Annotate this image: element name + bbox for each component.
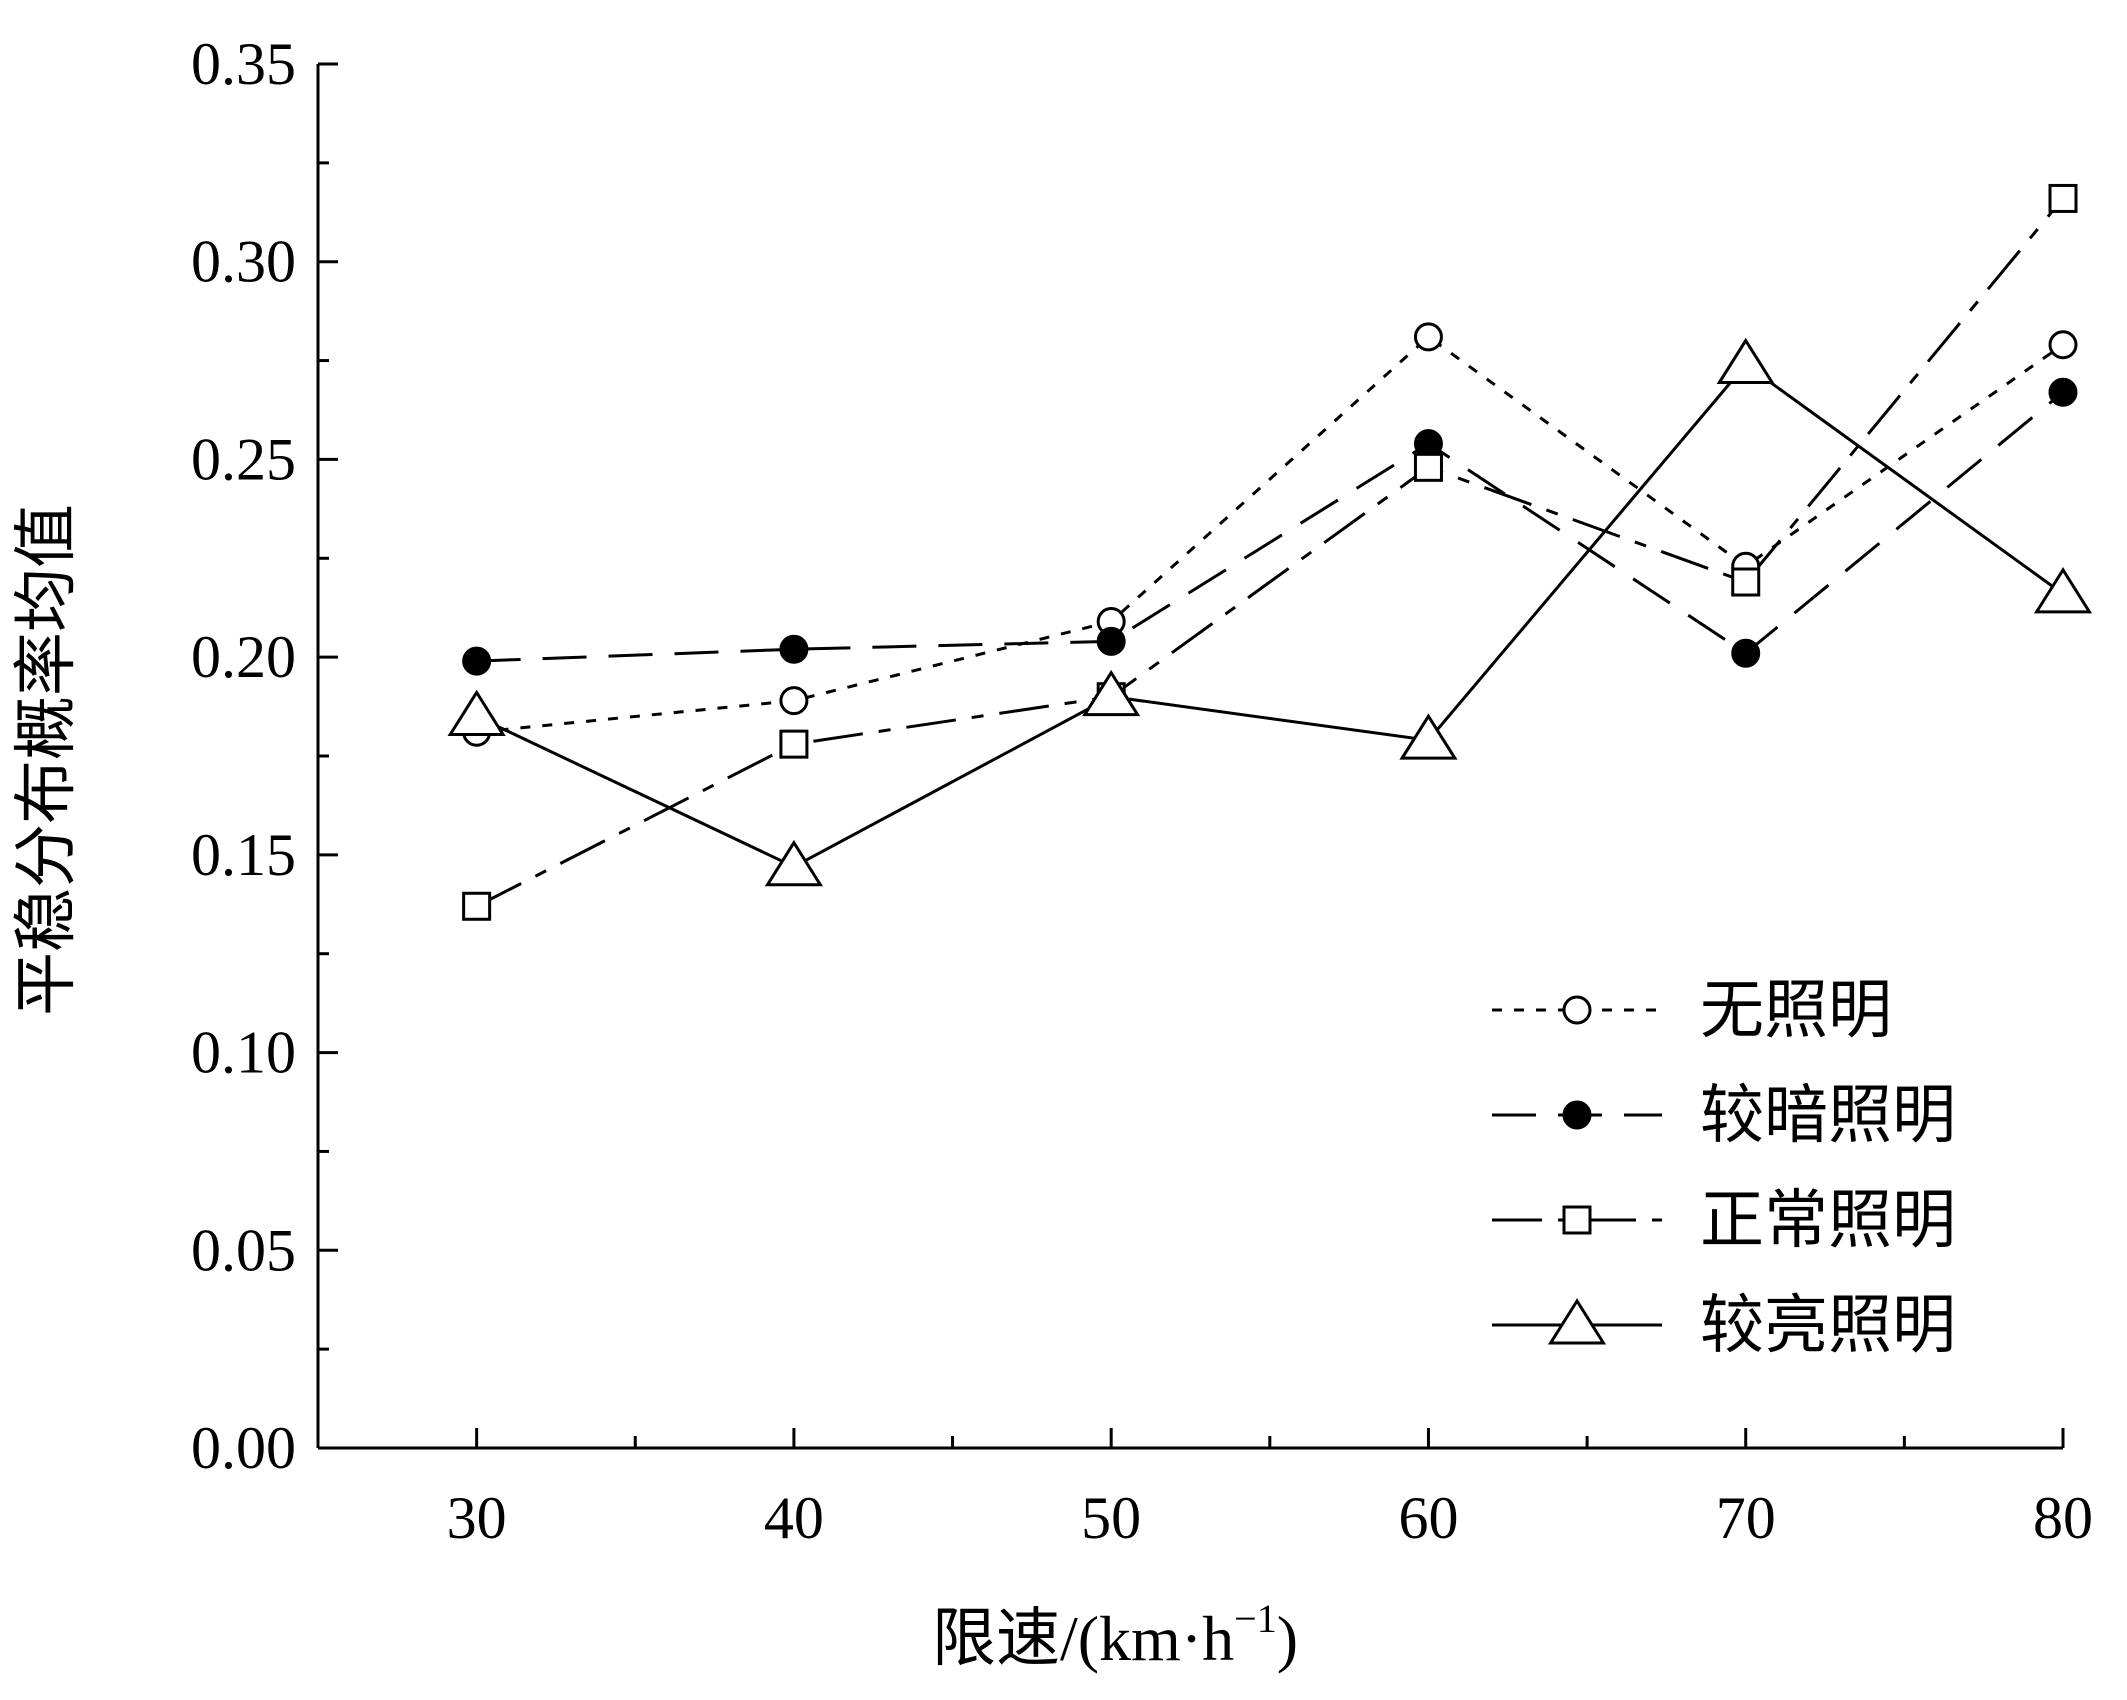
marker-open-triangle — [764, 839, 824, 887]
series-2 — [476, 391, 2064, 663]
series-line — [475, 197, 2065, 908]
marker-filled-circle — [779, 634, 809, 664]
x-tick-label: 70 — [1716, 1485, 1776, 1551]
series-3 — [475, 197, 2065, 908]
marker-open-circle — [1413, 322, 1443, 352]
x-axis-label-close: ) — [1277, 1603, 1298, 1674]
x-tick-label: 40 — [764, 1485, 824, 1551]
y-tick-label: 0.05 — [191, 1217, 296, 1283]
legend-item: 较亮照明 — [1492, 1290, 1956, 1361]
marker-open-triangle — [1547, 1298, 1607, 1345]
series-layer — [447, 183, 2093, 921]
y-tick-label: 0.00 — [191, 1415, 296, 1481]
x-tick-label: 30 — [447, 1485, 507, 1551]
marker-filled-circle — [2048, 377, 2078, 407]
x-axis-label: 限速/(km·h−1) — [932, 1596, 1298, 1674]
marker-open-triangle — [1399, 713, 1458, 760]
legend-item: 无照明 — [1492, 975, 1892, 1046]
y-tick-label: 0.35 — [191, 31, 296, 97]
marker-open-square — [462, 891, 492, 921]
series-4 — [475, 362, 2064, 869]
y-tick-label: 0.15 — [191, 822, 296, 888]
y-tick-label: 0.20 — [191, 624, 296, 690]
marker-open-square — [1413, 452, 1443, 482]
marker-open-square — [2048, 183, 2078, 213]
marker-open-square — [1562, 1205, 1592, 1235]
y-tick-label: 0.25 — [191, 426, 296, 492]
x-tick-label: 50 — [1081, 1485, 1141, 1551]
legend-label: 较暗照明 — [1700, 1080, 1956, 1151]
marker-open-circle — [2048, 330, 2078, 360]
x-axis-label-main: 限速/(km·h — [932, 1603, 1234, 1674]
marker-open-triangle — [2033, 567, 2093, 614]
axes: 0.00 0.05 0.10 0.15 0.20 0.25 0.30 0.35 30 40 50 60… — [191, 31, 2093, 1551]
legend-label: 正常照明 — [1700, 1185, 1956, 1256]
marker-open-square — [1731, 567, 1761, 597]
marker-open-circle — [779, 686, 809, 716]
x-tick-label: 60 — [1398, 1485, 1458, 1551]
legend-item: 较暗照明 — [1492, 1080, 1956, 1151]
marker-filled-circle — [1562, 1100, 1592, 1130]
series-line — [476, 334, 2064, 734]
series-line — [476, 391, 2064, 663]
x-tick-label: 80 — [2033, 1485, 2093, 1551]
legend-label: 无照明 — [1700, 975, 1892, 1046]
series-markers-4 — [447, 337, 2093, 887]
series-1 — [476, 334, 2064, 734]
x-axis-label-superscript: −1 — [1234, 1596, 1277, 1641]
marker-open-triangle — [1716, 337, 1775, 385]
series-line — [475, 362, 2064, 869]
marker-open-triangle — [447, 689, 506, 736]
marker-open-circle — [1562, 995, 1592, 1025]
marker-filled-circle — [462, 646, 492, 676]
marker-filled-circle — [1096, 626, 1126, 656]
y-tick-label: 0.30 — [191, 229, 296, 295]
marker-filled-circle — [1731, 638, 1761, 668]
legend-label: 较亮照明 — [1700, 1290, 1956, 1361]
series-markers-1 — [462, 322, 2078, 747]
marker-filled-circle — [1413, 429, 1443, 459]
marker-open-square — [779, 729, 809, 759]
legend-item: 正常照明 — [1492, 1185, 1956, 1256]
y-axis-label: 平稳分布概率均值 — [11, 504, 82, 1016]
y-tick-label: 0.10 — [191, 1020, 296, 1086]
series-markers-2 — [462, 377, 2078, 676]
series-markers-3 — [462, 183, 2078, 921]
marker-open-triangle — [1082, 669, 1141, 717]
